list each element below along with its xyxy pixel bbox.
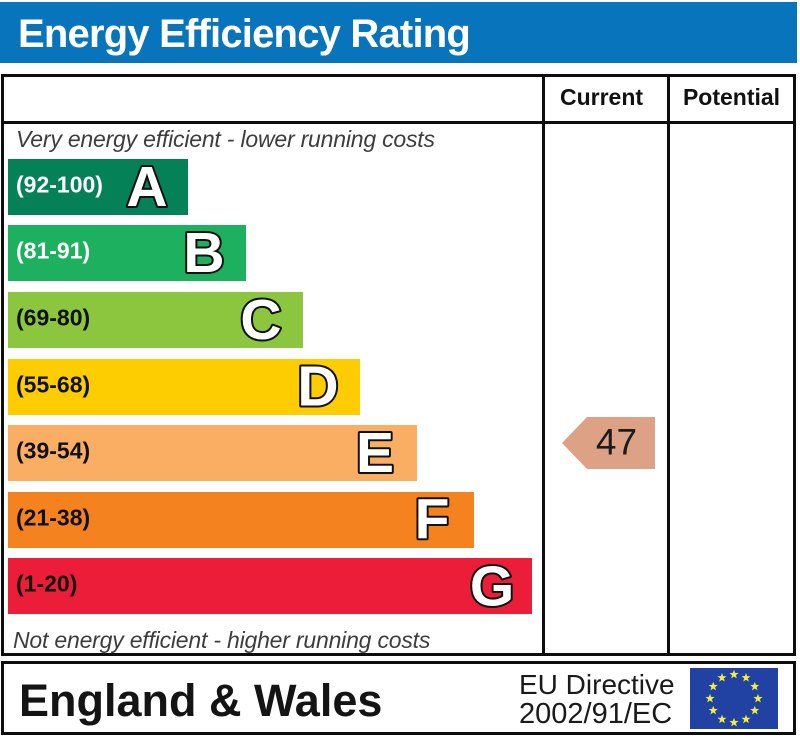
svg-text:G: G	[470, 555, 514, 619]
svg-text:B: B	[183, 221, 224, 285]
svg-text:F: F	[415, 488, 450, 552]
svg-text:D: D	[297, 355, 338, 419]
svg-text:A: A	[126, 155, 167, 219]
svg-text:C: C	[240, 288, 281, 352]
svg-text:47: 47	[596, 422, 637, 463]
svg-text:E: E	[356, 421, 394, 485]
